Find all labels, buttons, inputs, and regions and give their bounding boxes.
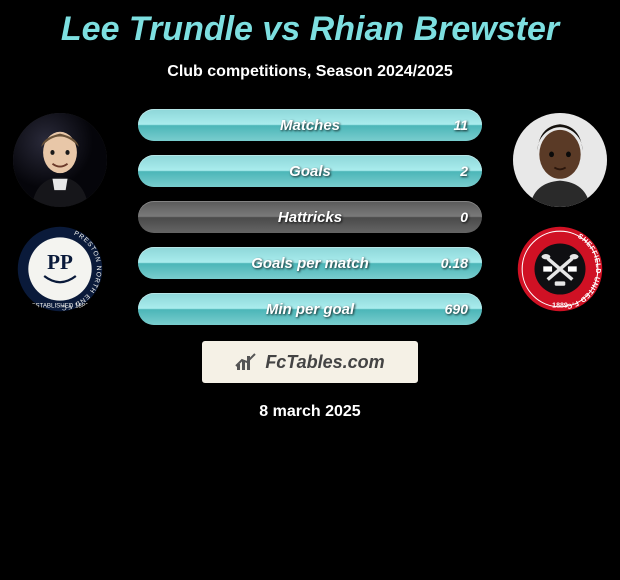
stat-row: Goals per match 0.18 xyxy=(138,247,482,279)
stat-row: Goals 2 xyxy=(138,155,482,187)
svg-text:1889: 1889 xyxy=(552,303,568,310)
stat-row: Hattricks 0 xyxy=(138,201,482,233)
left-club-crest: PP PRESTON NORTH END FC ESTABLISHED 1880 xyxy=(16,225,104,313)
comparison-date: 8 march 2025 xyxy=(0,403,620,421)
left-player-column: PP PRESTON NORTH END FC ESTABLISHED 1880 xyxy=(6,109,114,313)
svg-text:ESTABLISHED 1880: ESTABLISHED 1880 xyxy=(31,303,89,310)
chart-icon xyxy=(235,352,259,372)
page-subtitle: Club competitions, Season 2024/2025 xyxy=(0,63,620,81)
stat-label: Goals per match xyxy=(251,255,369,272)
stat-right-value: 0.18 xyxy=(441,255,468,271)
stat-row: Min per goal 690 xyxy=(138,293,482,325)
right-player-avatar xyxy=(513,113,607,207)
brand-badge: FcTables.com xyxy=(202,341,418,383)
stat-right-value: 11 xyxy=(453,117,468,133)
left-player-avatar xyxy=(13,113,107,207)
stat-right-value: 0 xyxy=(460,209,468,225)
comparison-layout: PP PRESTON NORTH END FC ESTABLISHED 1880… xyxy=(0,109,620,383)
right-player-column: SHEFFIELD UNITED F.C 1889 xyxy=(506,109,614,313)
stat-right-value: 690 xyxy=(445,301,468,317)
stat-label: Goals xyxy=(289,163,331,180)
stats-center: Matches 11 Goals 2 Hattricks 0 Goals per… xyxy=(114,109,506,383)
page-title: Lee Trundle vs Rhian Brewster xyxy=(0,0,620,49)
stat-label: Matches xyxy=(280,117,340,134)
stat-row: Matches 11 xyxy=(138,109,482,141)
stat-label: Hattricks xyxy=(278,209,342,226)
stat-right-value: 2 xyxy=(460,163,468,179)
right-club-crest: SHEFFIELD UNITED F.C 1889 xyxy=(516,225,604,313)
stat-label: Min per goal xyxy=(266,301,354,318)
svg-text:PP: PP xyxy=(47,250,73,274)
brand-text: FcTables.com xyxy=(265,352,384,373)
